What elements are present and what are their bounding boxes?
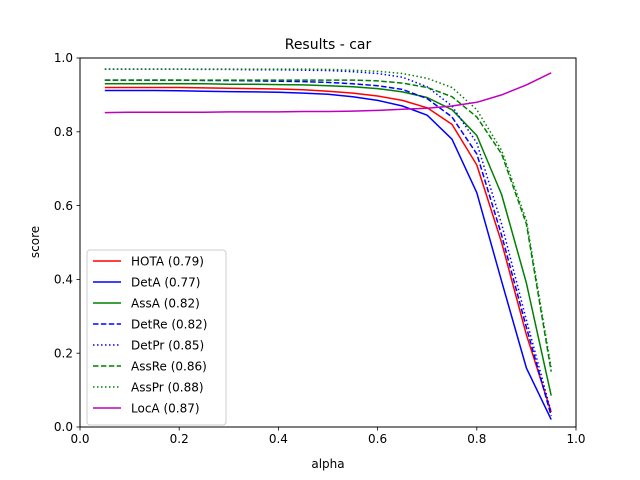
x-tick-label: 0.2 (170, 432, 189, 446)
series-line-4 (104, 68, 552, 413)
chart-title: Results - car (285, 37, 372, 53)
legend-label: DetA (0.77) (131, 276, 200, 290)
legend-label: HOTA (0.79) (131, 255, 204, 269)
x-tick-label: 0.4 (269, 432, 288, 446)
legend-label: AssA (0.82) (131, 297, 200, 311)
legend-label: LocA (0.87) (131, 402, 200, 416)
y-tick-label: 0.0 (54, 420, 73, 434)
x-tick-label: 1.0 (566, 432, 585, 446)
plot-series-group (104, 68, 552, 420)
y-axis-label: score (28, 226, 42, 258)
y-axis-ticks: 0.0 0.2 0.4 0.6 0.8 1.0 (54, 51, 80, 434)
legend-label: DetRe (0.82) (131, 318, 207, 332)
x-tick-label: 0.0 (70, 432, 89, 446)
y-tick-label: 0.8 (54, 125, 73, 139)
legend-label: AssPr (0.88) (131, 381, 204, 395)
y-tick-label: 1.0 (54, 51, 73, 65)
legend-label: AssRe (0.86) (131, 360, 207, 374)
y-tick-label: 0.6 (54, 199, 73, 213)
legend: HOTA (0.79) DetA (0.77) AssA (0.82) DetRe (… (86, 249, 227, 426)
x-tick-label: 0.6 (368, 432, 387, 446)
x-axis-ticks: 0.0 0.2 0.4 0.6 0.8 1.0 (70, 427, 586, 446)
y-tick-label: 0.2 (54, 346, 73, 360)
x-tick-label: 0.8 (467, 432, 486, 446)
legend-box (86, 249, 227, 426)
series-line-0 (104, 86, 552, 413)
axes-frame (79, 57, 577, 428)
y-tick-label: 0.4 (54, 273, 73, 287)
series-line-5 (104, 79, 552, 372)
series-line-1 (104, 89, 552, 420)
legend-label: DetPr (0.85) (131, 339, 204, 353)
series-line-7 (104, 72, 552, 114)
x-axis-label: alpha (311, 457, 344, 471)
series-line-2 (104, 83, 552, 396)
